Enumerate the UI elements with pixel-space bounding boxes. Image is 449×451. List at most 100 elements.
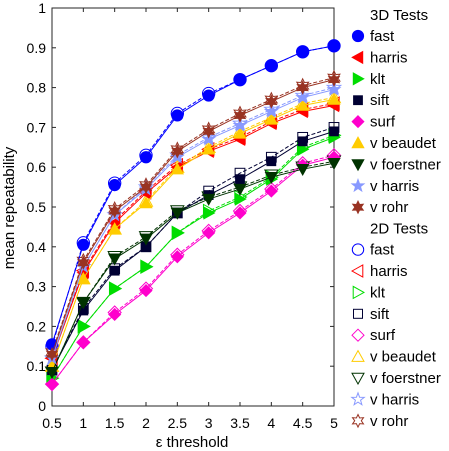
legend-label: v harris	[370, 178, 419, 195]
data-point-klt-3d	[203, 206, 216, 220]
legend-group-title: 3D Tests	[370, 7, 428, 24]
data-point-surf-3d	[139, 284, 153, 298]
y-tick-label: 0.3	[27, 279, 47, 295]
series-line-v-beaudet-2d	[51, 97, 335, 367]
legend-label: v foerstner	[370, 156, 441, 173]
data-point-fast-2d	[264, 59, 279, 73]
y-tick-label: 0.2	[27, 318, 47, 334]
x-tick-label: 4	[267, 415, 275, 431]
legend-label: v harris	[370, 391, 419, 408]
series-line-fast-3d	[51, 45, 335, 345]
legend-label: v rohr	[370, 199, 408, 216]
legend-label: harris	[370, 263, 408, 280]
legend-marker	[351, 50, 364, 65]
legend-marker	[351, 29, 365, 43]
data-point-klt-3d	[140, 260, 153, 274]
data-point-surf-3d	[108, 307, 122, 322]
data-point-surf-3d	[264, 184, 278, 198]
data-point-v-foerstner-3d	[201, 193, 216, 206]
data-point-fast-3d	[233, 73, 247, 86]
y-tick-label: 0	[38, 398, 46, 414]
legend-marker	[352, 285, 366, 300]
legend-label: v beaudet	[370, 349, 437, 366]
data-point-v-rohr-3d	[77, 255, 90, 270]
data-point-v-harris-3d	[201, 131, 217, 146]
data-point-v-rohr-3d	[202, 124, 215, 139]
data-point-v-rohr-3d	[171, 144, 184, 159]
plot-area: 0 0.1 0.2 0.3 0.4 0.5 0.6 0.7 0.8 0.9 1 0.5 1 1.5 2 2.5…	[27, 0, 343, 431]
legend-marker	[351, 115, 365, 129]
axes-box	[51, 7, 335, 407]
data-point-v-foerstner-3d	[264, 171, 279, 184]
x-tick-label: 0.5	[42, 415, 62, 431]
legend: 3D Tests fast harris klt sift surf v beaudet v …	[350, 7, 441, 430]
legend-marker	[352, 72, 365, 86]
legend-marker	[351, 199, 365, 215]
data-point-v-foerstner-3d	[107, 253, 122, 266]
data-point-fast-3d	[296, 45, 309, 58]
data-point-v-beaudet-3d	[170, 162, 185, 175]
legend-label: klt	[370, 71, 386, 88]
x-tick-label: 1	[79, 415, 87, 431]
x-tick-label: 2.5	[168, 415, 188, 431]
data-point-v-foerstner-3d	[327, 158, 341, 171]
legend-label: sift	[370, 92, 390, 109]
legend-label: v beaudet	[370, 135, 437, 152]
data-point-v-beaudet-3d	[233, 126, 247, 139]
legend-marker	[350, 391, 366, 406]
x-tick-label: 3	[205, 415, 213, 431]
legend-label: surf	[370, 114, 396, 131]
legend-label: surf	[370, 327, 396, 344]
legend-marker	[351, 243, 365, 256]
data-point-sift-3d	[109, 265, 120, 276]
data-point-sift-3d	[235, 174, 245, 185]
data-point-fast-3d	[202, 89, 215, 102]
data-point-v-beaudet-3d	[201, 142, 216, 155]
data-point-v-foerstner-3d	[170, 207, 185, 220]
legend-label: v rohr	[370, 413, 408, 430]
legend-label: klt	[370, 284, 386, 301]
legend-label: fast	[370, 242, 395, 259]
data-point-v-harris-3d	[326, 81, 342, 96]
data-point-sift-3d	[266, 156, 277, 167]
data-point-v-harris-3d	[263, 103, 279, 118]
legend-marker	[350, 264, 364, 278]
data-point-v-beaudet-3d	[295, 98, 310, 111]
x-tick-label: 2	[142, 415, 150, 431]
legend-label: harris	[370, 49, 408, 66]
data-point-surf-3d	[202, 226, 216, 240]
data-point-v-beaudet-3d	[76, 271, 91, 284]
legend-marker	[353, 95, 363, 106]
data-point-v-rohr-3d	[296, 80, 309, 95]
series-line-surf-2d	[51, 154, 335, 385]
legend-marker	[351, 349, 365, 362]
data-point-v-rohr-3d	[327, 72, 341, 87]
legend-marker	[353, 308, 363, 319]
data-point-sift-3d	[329, 126, 339, 137]
data-point-v-foerstner-3d	[295, 163, 310, 177]
legend-marker	[351, 372, 365, 386]
series-line-v-foerstner-3d	[51, 162, 335, 373]
data-point-klt-3d	[78, 319, 91, 334]
x-axis-label: ε threshold	[156, 434, 229, 451]
data-point-v-foerstner-3d	[76, 297, 91, 310]
data-point-surf-3d	[76, 335, 90, 349]
data-point-fast-3d	[139, 151, 153, 164]
legend-group-title: 2D Tests	[370, 221, 428, 238]
data-point-v-harris-3d	[295, 89, 311, 104]
x-tick-label: 1.5	[105, 415, 125, 431]
data-point-fast-3d	[108, 179, 121, 192]
series-line-v-rohr-2d	[51, 77, 335, 353]
data-point-surf-3d	[45, 377, 59, 391]
data-point-fast-2d	[295, 45, 310, 59]
y-tick-label: 1	[38, 0, 46, 16]
x-tick-label: 3.5	[230, 415, 250, 431]
data-point-surf-3d	[170, 250, 184, 264]
data-point-fast-3d	[327, 39, 341, 52]
data-point-v-rohr-3d	[108, 203, 121, 219]
series-line-klt-3d	[51, 136, 335, 379]
y-tick-label: 0.7	[27, 119, 47, 135]
x-tick-label: 5	[330, 415, 338, 431]
data-point-klt-3d	[109, 281, 122, 296]
